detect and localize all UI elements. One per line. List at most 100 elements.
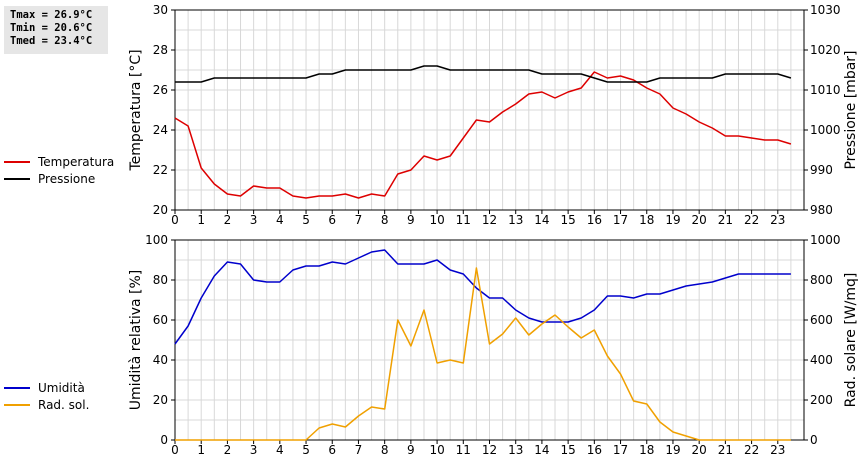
top-x-tick-label: 14 xyxy=(534,213,549,227)
legend-label-rad-sol: Rad. sol. xyxy=(38,397,90,412)
bottom-x-tick-label: 10 xyxy=(429,443,444,457)
bottom-x-tick-label: 1 xyxy=(197,443,205,457)
legend-item-umidita: Umidità xyxy=(4,379,89,396)
top-chart: 0 1 2 3 4 5 6 7 8 9 10 11 12 13 14 15 16 17 18 19 20 21 22 2320… xyxy=(128,3,859,227)
top-y2-tick-label: 980 xyxy=(810,203,833,217)
top-y2-tick-label: 990 xyxy=(810,163,833,177)
top-y-axis-label: Temperatura [°C] xyxy=(128,49,144,171)
legend-swatch-temperatura xyxy=(4,160,30,163)
legend-item-pressione: Pressione xyxy=(4,170,114,187)
bottom-x-tick-label: 15 xyxy=(560,443,575,457)
top-x-tick-label: 12 xyxy=(482,213,497,227)
top-x-tick-label: 16 xyxy=(587,213,602,227)
top-x-tick-label: 3 xyxy=(250,213,258,227)
legend-top: Temperatura Pressione xyxy=(4,153,114,187)
bottom-series-line-umidit xyxy=(174,249,791,345)
bottom-x-tick-label: 17 xyxy=(613,443,628,457)
legend-bottom: Umidità Rad. sol. xyxy=(4,379,89,413)
bottom-y-tick-label: 60 xyxy=(153,313,168,327)
stats-tmin: Tmin = 20.6°C xyxy=(10,22,93,34)
top-x-tick-label: 9 xyxy=(407,213,415,227)
top-y-tick-label: 26 xyxy=(153,83,168,97)
top-x-tick-label: 10 xyxy=(429,213,444,227)
bottom-x-tick-label: 3 xyxy=(250,443,258,457)
top-y-tick-label: 30 xyxy=(153,3,168,17)
top-y2-axis-label: Pressione [mbar] xyxy=(843,50,859,169)
bottom-x-tick-label: 22 xyxy=(744,443,759,457)
bottom-x-tick-label: 11 xyxy=(456,443,471,457)
top-x-tick-label: 23 xyxy=(770,213,785,227)
bottom-x-tick-label: 5 xyxy=(302,443,310,457)
top-y2-tick-label: 1010 xyxy=(810,83,841,97)
top-y2-tick-label: 1020 xyxy=(810,43,841,57)
bottom-y2-tick-label: 1000 xyxy=(810,233,841,247)
bottom-y-tick-label: 80 xyxy=(153,273,168,287)
bottom-x-tick-label: 23 xyxy=(770,443,785,457)
top-y-tick-label: 24 xyxy=(153,123,168,137)
bottom-x-tick-label: 4 xyxy=(276,443,284,457)
bottom-y-axis-label: Umidità relativa [%] xyxy=(128,270,144,411)
top-x-tick-label: 18 xyxy=(639,213,654,227)
top-y-tick-label: 22 xyxy=(153,163,168,177)
legend-swatch-pressione xyxy=(4,177,30,180)
bottom-x-tick-label: 9 xyxy=(407,443,415,457)
top-x-tick-label: 0 xyxy=(171,213,179,227)
top-x-tick-label: 8 xyxy=(381,213,389,227)
bottom-series-line-rad-sol xyxy=(175,267,791,441)
top-series-line-pressione xyxy=(175,65,792,83)
legend-swatch-umidita xyxy=(4,386,30,389)
top-y2-tick-label: 1000 xyxy=(810,123,841,137)
bottom-x-tick-label: 0 xyxy=(171,443,179,457)
legend-label-pressione: Pressione xyxy=(38,171,96,186)
stats-box: Tmax = 26.9°C Tmin = 20.6°C Tmed = 23.4°… xyxy=(4,6,108,54)
bottom-y2-axis-label: Rad. solare [W/mq] xyxy=(843,273,859,408)
bottom-y2-tick-label: 400 xyxy=(810,353,833,367)
bottom-x-tick-label: 16 xyxy=(587,443,602,457)
bottom-x-tick-label: 19 xyxy=(665,443,680,457)
top-x-tick-label: 22 xyxy=(744,213,759,227)
bottom-y2-tick-label: 0 xyxy=(810,433,818,447)
legend-item-rad-sol: Rad. sol. xyxy=(4,396,89,413)
top-x-tick-label: 13 xyxy=(508,213,523,227)
bottom-y-tick-label: 0 xyxy=(160,433,168,447)
legend-label-temperatura: Temperatura xyxy=(38,154,115,169)
bottom-x-tick-label: 18 xyxy=(639,443,654,457)
bottom-chart: 0 1 2 3 4 5 6 7 8 9 10 11 12 13 14 15 16 17 18 19 20 21 22 2302… xyxy=(128,233,859,457)
bottom-x-tick-label: 20 xyxy=(692,443,707,457)
top-x-tick-label: 19 xyxy=(665,213,680,227)
bottom-x-tick-label: 6 xyxy=(328,443,336,457)
legend-item-temperatura: Temperatura xyxy=(4,153,114,170)
bottom-y-tick-label: 20 xyxy=(153,393,168,407)
top-y-tick-label: 28 xyxy=(153,43,168,57)
top-x-tick-label: 2 xyxy=(224,213,232,227)
top-x-tick-label: 4 xyxy=(276,213,284,227)
top-x-tick-label: 1 xyxy=(197,213,205,227)
top-x-tick-label: 21 xyxy=(718,213,733,227)
bottom-y2-tick-label: 600 xyxy=(810,313,833,327)
bottom-x-tick-label: 8 xyxy=(381,443,389,457)
top-y-tick-label: 20 xyxy=(153,203,168,217)
top-x-tick-label: 6 xyxy=(328,213,336,227)
top-series-line-temperatura xyxy=(174,71,792,199)
bottom-y2-tick-label: 800 xyxy=(810,273,833,287)
legend-swatch-rad-sol xyxy=(4,403,30,406)
bottom-x-tick-label: 14 xyxy=(534,443,549,457)
bottom-x-tick-label: 21 xyxy=(718,443,733,457)
bottom-x-tick-label: 2 xyxy=(224,443,232,457)
top-x-tick-label: 15 xyxy=(560,213,575,227)
top-x-tick-label: 20 xyxy=(692,213,707,227)
bottom-x-tick-label: 12 xyxy=(482,443,497,457)
top-x-tick-label: 11 xyxy=(456,213,471,227)
top-y2-tick-label: 1030 xyxy=(810,3,841,17)
top-x-tick-label: 5 xyxy=(302,213,310,227)
bottom-y2-tick-label: 200 xyxy=(810,393,833,407)
top-x-tick-label: 17 xyxy=(613,213,628,227)
top-x-tick-label: 7 xyxy=(355,213,363,227)
bottom-y-tick-label: 40 xyxy=(153,353,168,367)
stats-tmed: Tmed = 23.4°C xyxy=(10,35,93,47)
legend-label-umidita: Umidità xyxy=(38,380,85,395)
bottom-x-tick-label: 13 xyxy=(508,443,523,457)
bottom-y-tick-label: 100 xyxy=(145,233,168,247)
stats-tmax: Tmax = 26.9°C xyxy=(10,9,93,21)
